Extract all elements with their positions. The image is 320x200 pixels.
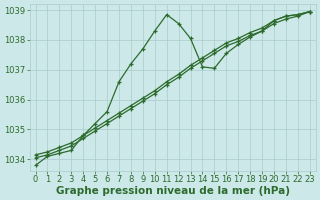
X-axis label: Graphe pression niveau de la mer (hPa): Graphe pression niveau de la mer (hPa) (56, 186, 290, 196)
